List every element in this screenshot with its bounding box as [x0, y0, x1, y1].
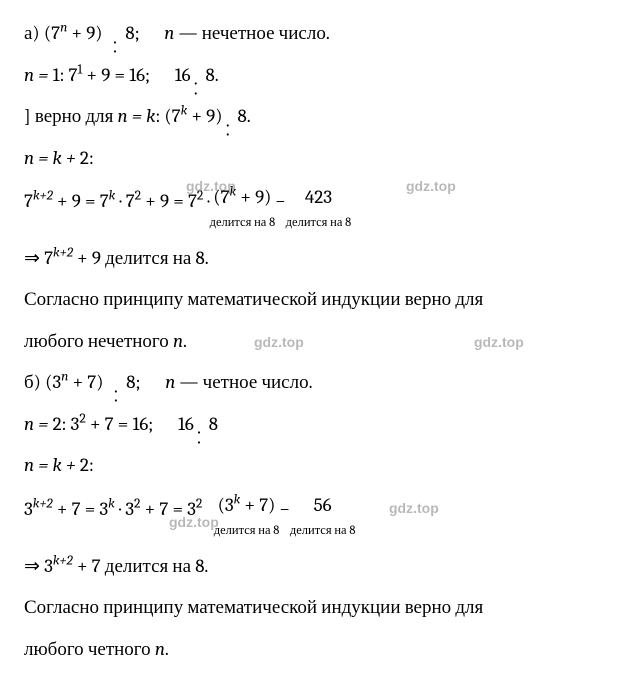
- t: + 9 = 7: [53, 190, 109, 212]
- underbrace-1: (7k + 9) ︸︸︸︸︸ делится на 8: [210, 186, 276, 231]
- watermark: gdz.top: [474, 332, 524, 352]
- exp-kp2: k+2: [53, 553, 73, 568]
- t: −: [275, 186, 286, 216]
- watermark: gdz.top: [389, 498, 439, 518]
- var-n: n: [165, 371, 175, 393]
- t: 56: [314, 494, 332, 516]
- a-hyp: ] верно для n = k: (7k + 9) 8.: [24, 103, 618, 131]
- t: 8.: [233, 105, 250, 127]
- t: 1:: [53, 64, 65, 86]
- exp-2: 2: [196, 497, 202, 512]
- t: (3: [218, 494, 234, 516]
- t: 423: [305, 186, 332, 208]
- underbrace-2: 423 ︸︸︸︸︸ делится на 8: [286, 186, 352, 231]
- var-n: n: [164, 22, 174, 44]
- t: + 7): [240, 494, 275, 516]
- t: а) (7: [24, 22, 60, 44]
- t: + 9 = 7: [141, 190, 197, 212]
- exp-kp2: k+2: [33, 189, 53, 204]
- t: 16: [175, 64, 195, 86]
- t: б) (3: [24, 371, 61, 393]
- t: (7: [213, 186, 229, 208]
- t: — четное число.: [175, 371, 312, 393]
- t: + 9): [187, 105, 226, 127]
- brace-label: делится на 8: [214, 525, 280, 539]
- a-step-concl: ⇒ 7k+2 + 9 делится на 8.: [24, 245, 618, 273]
- underbrace-1: (3k + 7) ︸︸︸︸︸ делится на 8: [214, 494, 280, 539]
- a-base: n = 1: 71 + 9 = 16;16 8.: [24, 62, 618, 90]
- t: ] верно для: [24, 105, 118, 127]
- t: 8;: [126, 371, 140, 393]
- t: + 9 делится на 8.: [73, 247, 209, 269]
- t: n =: [24, 413, 53, 435]
- var-n: n: [173, 330, 183, 352]
- t: — нечетное число.: [174, 22, 329, 44]
- t: ⇒ 3: [24, 555, 53, 577]
- b-step-eq: 3k+2 + 7 = 3k · 32 + 7 = 32 (3k + 7) ︸︸︸…: [24, 494, 618, 539]
- exp-kp2: k+2: [53, 245, 73, 260]
- watermark: gdz.top: [254, 332, 304, 352]
- t: n =: [24, 64, 53, 86]
- a-concl-1: Согласно принципу математической индукци…: [24, 286, 618, 314]
- underbrace-2: 56 ︸︸︸︸ делится на 8: [290, 494, 356, 539]
- watermark: gdz.top: [406, 176, 456, 196]
- brace-label: делится на 8: [210, 217, 276, 231]
- t: любого нечетного: [24, 330, 173, 352]
- t: 7: [126, 190, 135, 212]
- b-base: n = 2: 32 + 7 = 16;16 8: [24, 411, 618, 439]
- brace-label: делится на 8: [290, 525, 356, 539]
- t: + 7 = 3: [53, 498, 108, 520]
- t: + 7 = 3: [140, 498, 195, 520]
- t: любого четного: [24, 638, 155, 660]
- a-heading: а) (7n + 9)8;n — нечетное число.: [24, 20, 618, 48]
- exp-k: k: [108, 497, 115, 512]
- t: ·: [115, 190, 125, 212]
- b-step-n: n = k + 2:: [24, 452, 618, 480]
- t: 8: [205, 413, 218, 435]
- a-concl-2: любого нечетного n. gdz.top gdz.top: [24, 328, 618, 356]
- t: : (7: [155, 105, 180, 127]
- t: 2:: [80, 147, 94, 169]
- t: n = k: [118, 105, 156, 127]
- t: 2:: [53, 413, 67, 435]
- t: + 7): [68, 371, 103, 393]
- t: 7: [64, 64, 77, 86]
- t: .: [183, 330, 187, 352]
- t: n = k +: [24, 454, 80, 476]
- t: + 7 = 16;: [86, 413, 154, 435]
- t: .: [165, 638, 169, 660]
- t: + 9 = 16;: [82, 64, 150, 86]
- a-step-n: n = k + 2:: [24, 145, 618, 173]
- var-n: n: [155, 638, 165, 660]
- t: 3: [24, 498, 33, 520]
- t: −: [279, 494, 290, 524]
- t: 8.: [201, 64, 218, 86]
- t: 7: [24, 190, 33, 212]
- b-heading: б) (3n + 7)8;n — четное число.: [24, 369, 618, 397]
- exp-kp2: k+2: [33, 497, 53, 512]
- b-concl-1: Согласно принципу математической индукци…: [24, 594, 618, 622]
- t: 8;: [125, 22, 139, 44]
- b-step-concl: ⇒ 3k+2 + 7 делится на 8.: [24, 553, 618, 581]
- t: ·: [115, 498, 125, 520]
- t: 3: [66, 413, 79, 435]
- t: 16: [178, 413, 198, 435]
- t: 2:: [80, 454, 94, 476]
- t: + 9): [236, 186, 271, 208]
- t: n = k +: [24, 147, 80, 169]
- b-concl-2: любого четного n.: [24, 636, 618, 664]
- t: + 7 делится на 8.: [73, 555, 209, 577]
- a-step-eq: 7k+2 + 9 = 7k · 72 + 9 = 72 · (7k + 9) ︸…: [24, 186, 618, 231]
- t: + 9): [67, 22, 102, 44]
- t: 3: [125, 498, 134, 520]
- t: ⇒ 7: [24, 247, 53, 269]
- brace-label: делится на 8: [286, 217, 352, 231]
